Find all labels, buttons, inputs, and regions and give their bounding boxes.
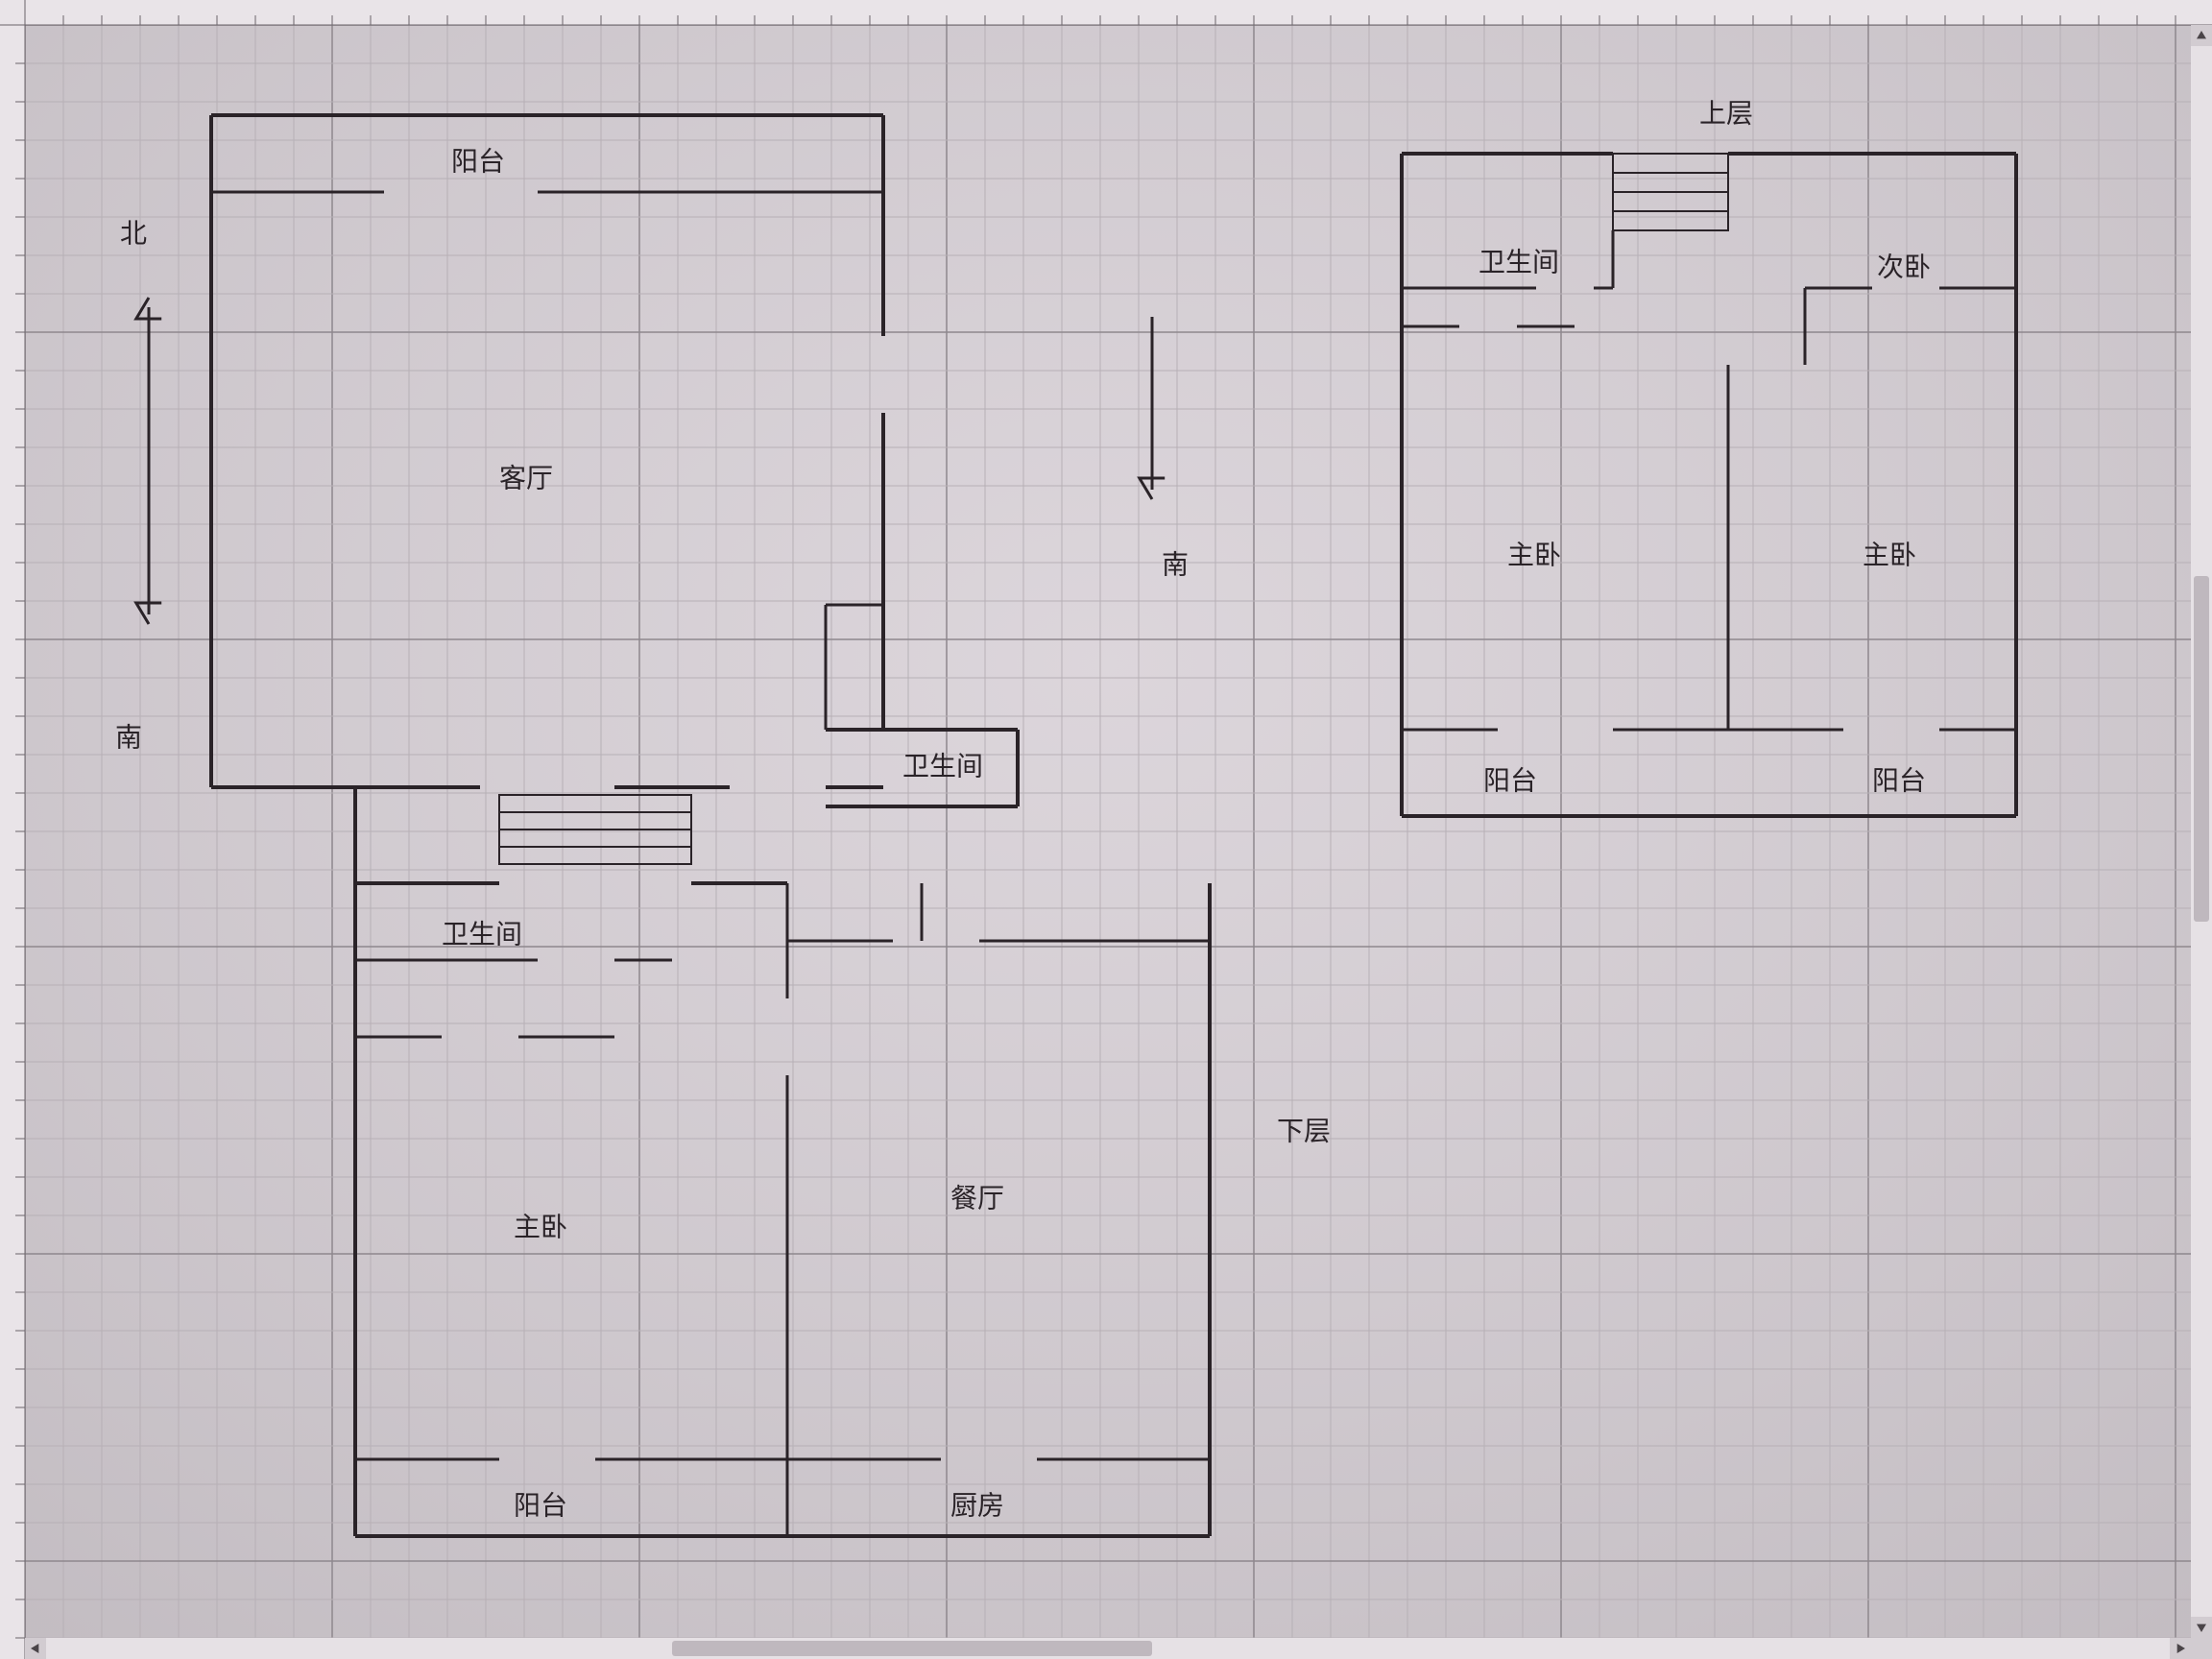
scrollbar-horizontal-thumb[interactable] bbox=[672, 1641, 1152, 1656]
living-room-label: 客厅 bbox=[499, 463, 553, 493]
compass-south-label-2: 南 bbox=[1162, 549, 1189, 579]
ruler-left bbox=[0, 0, 25, 1659]
kitchen-label: 厨房 bbox=[950, 1490, 1004, 1520]
master-bedroom-label: 主卧 bbox=[514, 1212, 567, 1241]
secondary-bedroom-label: 次卧 bbox=[1877, 252, 1931, 281]
compass-north-label: 北 bbox=[120, 218, 147, 248]
upper-floor-label: 上层 bbox=[1699, 98, 1753, 128]
compass-south-label: 南 bbox=[115, 722, 142, 752]
balcony-label: 阳台 bbox=[514, 1490, 567, 1520]
master-bedroom-label: 主卧 bbox=[1863, 540, 1916, 569]
balcony-label: 阳台 bbox=[451, 146, 505, 176]
bathroom-label: 卫生间 bbox=[442, 919, 522, 949]
floorplan-canvas: 北南南上层下层客厅阳台卫生间卫生间卫生间主卧主卧主卧次卧餐厅厨房阳台阳台阳台 bbox=[0, 0, 2212, 1659]
dining-room-label: 餐厅 bbox=[950, 1183, 1004, 1213]
balcony-label: 阳台 bbox=[1872, 765, 1926, 795]
balcony-label: 阳台 bbox=[1483, 765, 1537, 795]
scrollbar-vertical-thumb[interactable] bbox=[2194, 576, 2209, 922]
bathroom-label: 卫生间 bbox=[902, 751, 983, 781]
bathroom-label: 卫生间 bbox=[1479, 247, 1559, 276]
lower-floor-label: 下层 bbox=[1277, 1116, 1331, 1145]
scrollbar-corner bbox=[2191, 1638, 2212, 1659]
master-bedroom-label: 主卧 bbox=[1507, 540, 1561, 569]
